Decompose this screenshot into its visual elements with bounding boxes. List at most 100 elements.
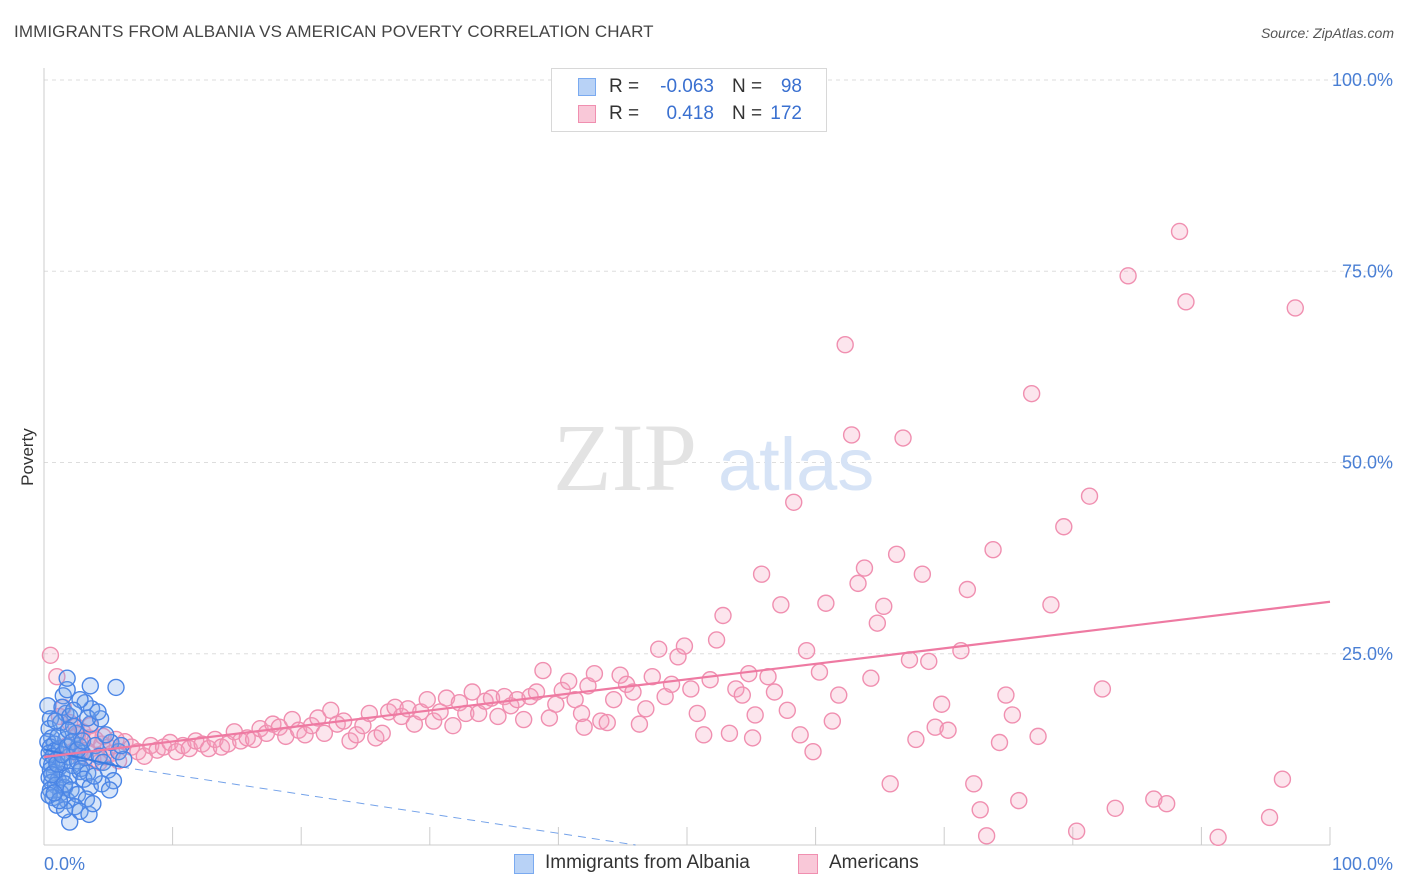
americans-point — [990, 733, 1009, 752]
americans-point — [347, 726, 366, 744]
americans-point — [199, 739, 218, 758]
albania-trend-line — [43, 748, 122, 768]
americans-point — [926, 718, 944, 736]
albania-point — [100, 781, 119, 799]
stats-swatch-americans — [578, 105, 596, 123]
americans-point — [1260, 808, 1279, 827]
americans-point — [913, 565, 932, 583]
y-tick-label: 25.0% — [1342, 644, 1393, 664]
americans-point — [765, 683, 784, 701]
americans-point — [572, 704, 591, 723]
americans-point — [489, 707, 507, 726]
albania-point — [81, 677, 99, 695]
americans-point — [373, 724, 391, 743]
americans-point — [1067, 822, 1086, 840]
americans-point — [675, 637, 694, 655]
y-tick-label: 50.0% — [1342, 453, 1393, 473]
tick-labels: 25.0% 50.0% 75.0% 100.0% 0.0% 100.0% — [44, 70, 1393, 874]
y-tick-label: 75.0% — [1342, 261, 1393, 281]
americans-point — [1286, 299, 1304, 317]
stats-swatch-albania — [578, 78, 596, 96]
legend-label-albania: Immigrants from Albania — [545, 852, 750, 873]
americans-point — [1080, 487, 1099, 505]
albania-point — [39, 697, 57, 715]
americans-point — [752, 565, 771, 583]
americans-point — [682, 680, 700, 698]
americans-point — [855, 559, 874, 577]
y-tick-label: 100.0% — [1332, 70, 1393, 90]
americans-point — [746, 706, 764, 724]
americans-point — [1003, 706, 1022, 724]
americans-point — [534, 661, 552, 680]
americans-point — [842, 426, 861, 444]
americans-point — [977, 827, 996, 845]
americans-point — [907, 730, 925, 749]
albania-point — [73, 732, 92, 750]
americans-point — [418, 690, 436, 709]
grid-lines — [44, 79, 1392, 655]
americans-point — [1177, 293, 1195, 311]
albania-point — [46, 712, 65, 730]
albania-point — [97, 726, 115, 744]
americans-point — [733, 686, 751, 704]
americans-point — [669, 648, 687, 666]
americans-point — [958, 580, 977, 599]
americans-point — [167, 742, 186, 761]
americans-point — [965, 775, 983, 793]
albania-point — [43, 765, 61, 784]
americans-point — [688, 704, 706, 723]
axes — [43, 68, 1331, 846]
americans-point — [875, 597, 893, 616]
americans-point — [624, 683, 642, 701]
americans-point — [920, 652, 938, 671]
americans-point — [463, 683, 481, 701]
r-label: R = — [609, 76, 640, 97]
americans-point — [817, 594, 835, 612]
chart-title: IMMIGRANTS FROM ALBANIA VS AMERICAN POVE… — [14, 22, 654, 41]
americans-point — [662, 675, 681, 694]
r-label: R = — [609, 103, 640, 124]
americans-point — [743, 729, 762, 747]
americans-point — [592, 712, 610, 730]
americans-point — [650, 640, 668, 658]
albania-point — [58, 669, 76, 687]
americans-point — [1029, 727, 1047, 746]
americans-point — [1145, 790, 1163, 808]
americans-point — [984, 541, 1002, 559]
n-value: 172 — [770, 103, 802, 124]
americans-trend-line — [43, 600, 1331, 759]
americans-point — [1042, 596, 1060, 614]
americans-point — [932, 695, 951, 713]
albania-point — [64, 701, 83, 720]
r-value: -0.063 — [660, 76, 714, 97]
r-value: 0.418 — [666, 103, 714, 124]
americans-point — [1022, 384, 1041, 403]
n-label: N = — [732, 76, 763, 97]
albania-point — [89, 703, 107, 721]
stats-row-albania: R = -0.063 N = 98 — [552, 75, 826, 99]
americans-point — [823, 712, 842, 730]
americans-point — [830, 686, 848, 704]
watermark-atlas: atlas — [718, 423, 874, 506]
americans-point — [1209, 828, 1227, 847]
x-tick-label: 0.0% — [44, 854, 85, 874]
americans-point — [437, 689, 456, 707]
albania-point — [55, 801, 74, 819]
albania-point — [71, 690, 89, 709]
americans-point — [41, 646, 60, 664]
americans-points — [41, 222, 1304, 847]
americans-point — [804, 742, 822, 761]
americans-point — [772, 596, 790, 614]
americans-point — [939, 721, 957, 739]
americans-point — [714, 606, 732, 625]
americans-point — [1157, 794, 1176, 813]
americans-point — [637, 700, 655, 718]
americans-point — [881, 775, 899, 793]
albania-point — [85, 767, 103, 785]
americans-point — [424, 712, 443, 730]
americans-point — [785, 493, 803, 511]
americans-point — [1093, 680, 1112, 698]
trend-lines — [43, 600, 1331, 846]
albania-point — [79, 709, 97, 727]
